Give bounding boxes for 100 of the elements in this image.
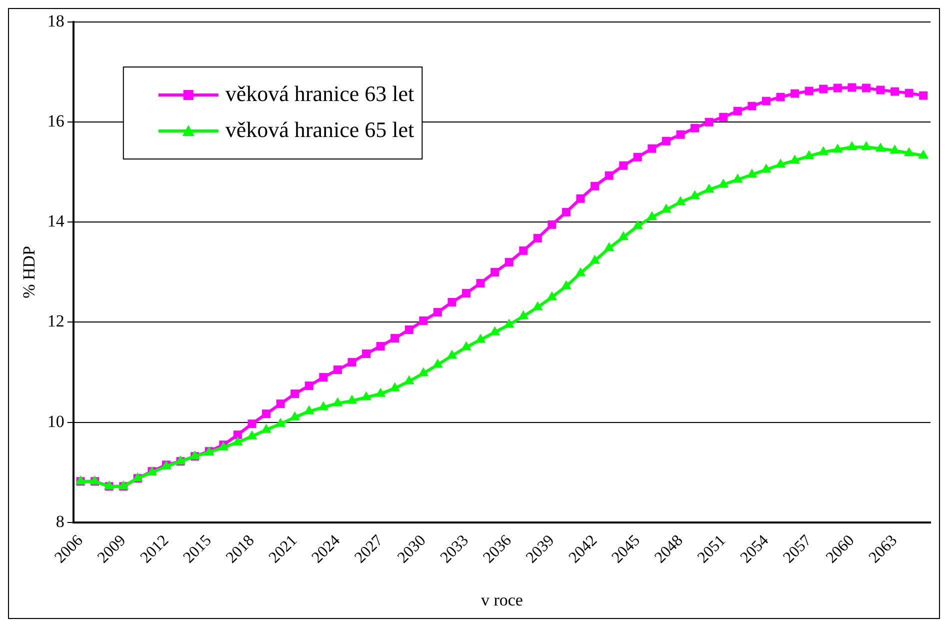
point (548, 220, 556, 229)
point (919, 91, 928, 100)
point (404, 326, 414, 334)
point (461, 341, 472, 350)
point (432, 358, 443, 368)
point (561, 280, 572, 290)
point (590, 254, 600, 264)
point (804, 150, 814, 160)
point (876, 86, 885, 94)
point (562, 208, 570, 216)
point (290, 390, 300, 398)
point (290, 411, 300, 420)
point (346, 394, 358, 404)
point (861, 141, 872, 150)
point (762, 96, 770, 106)
point (918, 150, 929, 159)
point (504, 258, 514, 266)
point (675, 196, 686, 206)
point (833, 84, 842, 92)
legend-label: věková hranice 65 let (225, 116, 414, 142)
point (361, 391, 372, 400)
point (761, 164, 772, 173)
point (546, 291, 558, 300)
point (746, 168, 758, 178)
point (690, 190, 700, 200)
point (376, 342, 385, 350)
point (676, 130, 685, 139)
y-tick-label: 14 (47, 212, 65, 231)
point (475, 334, 486, 343)
x-axis-title: v roce (480, 590, 523, 610)
point (648, 144, 656, 153)
point (233, 430, 242, 440)
point (448, 298, 456, 306)
point (446, 350, 458, 359)
point (232, 436, 243, 446)
point (248, 420, 256, 428)
point (790, 154, 800, 164)
point (519, 246, 528, 255)
point (604, 171, 614, 180)
point (604, 242, 614, 252)
point (719, 112, 728, 122)
point (732, 174, 743, 183)
point (490, 268, 500, 276)
point (304, 382, 314, 390)
point (690, 124, 700, 132)
point (533, 234, 542, 242)
point (576, 194, 585, 203)
point (504, 318, 514, 328)
point (790, 89, 800, 98)
point (733, 106, 742, 116)
point (332, 397, 343, 406)
point (748, 102, 756, 110)
point (319, 373, 328, 382)
y-axis-title: % HDP (20, 246, 39, 298)
point (862, 84, 870, 92)
point (518, 310, 529, 320)
y-tick-label: 12 (47, 312, 64, 331)
point (362, 350, 370, 358)
point (476, 278, 485, 288)
point (848, 83, 856, 92)
point (875, 142, 886, 152)
point (818, 146, 829, 156)
point (776, 92, 785, 102)
y-tick-label: 16 (47, 112, 64, 131)
point (904, 88, 914, 98)
point (890, 87, 900, 96)
point (704, 118, 714, 126)
point (646, 211, 658, 220)
point (661, 204, 672, 213)
y-tick-label: 18 (47, 11, 64, 30)
point (618, 231, 629, 240)
point (775, 158, 786, 168)
point (532, 301, 543, 310)
legend-label: věková hranice 63 let (225, 80, 414, 106)
point (418, 367, 429, 376)
point (846, 141, 858, 150)
point (375, 388, 386, 397)
point (433, 308, 442, 316)
point (390, 382, 400, 392)
point (832, 144, 843, 153)
point (662, 136, 670, 146)
point (632, 220, 643, 230)
point (276, 400, 285, 408)
point (262, 410, 270, 418)
point (890, 144, 900, 154)
point (419, 316, 428, 325)
point (348, 358, 356, 367)
point (804, 86, 814, 96)
point (318, 401, 329, 410)
point (819, 84, 828, 94)
point (619, 161, 628, 170)
y-tick-label: 8 (56, 512, 64, 531)
point (718, 178, 729, 188)
point (390, 334, 400, 342)
point (261, 424, 272, 433)
point (904, 147, 914, 156)
point (490, 326, 500, 336)
point (333, 366, 342, 374)
point (633, 152, 642, 162)
point (575, 267, 586, 276)
